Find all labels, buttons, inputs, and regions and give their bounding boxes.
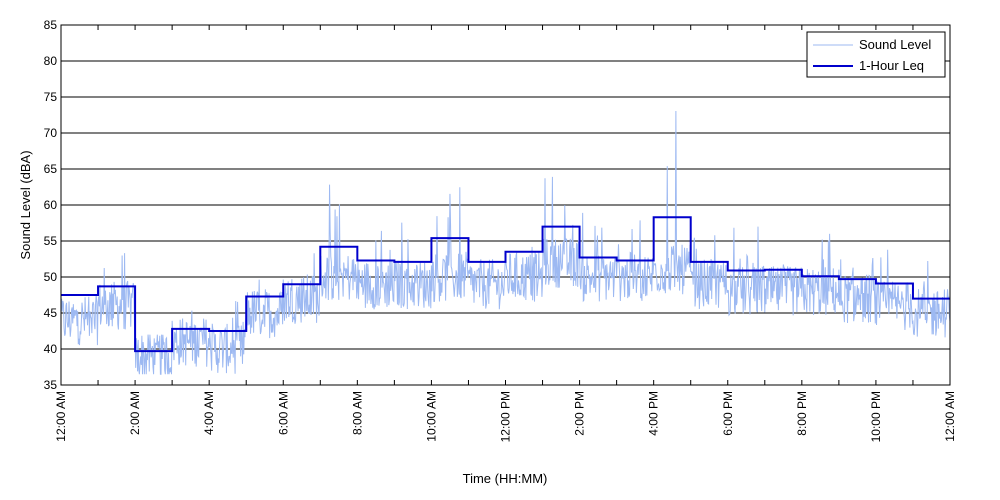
x-tick-label: 12:00 AM bbox=[943, 391, 957, 442]
plot-frame bbox=[60, 24, 951, 386]
y-axis-title: Sound Level (dBA) bbox=[18, 150, 33, 259]
x-tick-label: 6:00 AM bbox=[276, 391, 290, 435]
x-tick-label: 2:00 PM bbox=[573, 391, 587, 436]
leq-series-line bbox=[61, 216, 950, 353]
x-tick-label: 4:00 AM bbox=[202, 391, 216, 435]
x-tick-label: 10:00 AM bbox=[424, 391, 438, 442]
y-tick-label: 55 bbox=[44, 234, 58, 248]
y-tick-label: 45 bbox=[44, 306, 58, 320]
y-tick-label: 40 bbox=[44, 342, 58, 356]
x-tick-labels: 12:00 AM 2:00 AM 4:00 AM 6:00 AM 8:00 AM 10:0… bbox=[54, 391, 957, 442]
y-tick-labels: 35 40 45 50 55 60 65 70 75 80 85 bbox=[44, 18, 58, 392]
y-tick-label: 70 bbox=[44, 126, 58, 140]
x-tick-label: 12:00 AM bbox=[54, 391, 68, 442]
y-tick-label: 85 bbox=[44, 18, 58, 32]
x-tick-label: 8:00 AM bbox=[350, 391, 364, 435]
x-tick-label: 6:00 PM bbox=[721, 391, 735, 436]
x-tick-label: 12:00 PM bbox=[499, 391, 513, 442]
y-tick-label: 65 bbox=[44, 162, 58, 176]
y-tick-label: 75 bbox=[44, 90, 58, 104]
y-tick-label: 35 bbox=[44, 378, 58, 392]
x-axis-title: Time (HH:MM) bbox=[463, 471, 548, 486]
y-tick-label: 60 bbox=[44, 198, 58, 212]
y-tick-label: 80 bbox=[44, 54, 58, 68]
legend: Sound Level 1-Hour Leq bbox=[806, 31, 946, 78]
x-tick-label: 2:00 AM bbox=[128, 391, 142, 435]
legend-box bbox=[806, 31, 946, 78]
legend-label-leq: 1-Hour Leq bbox=[859, 58, 924, 73]
legend-label-sound-level: Sound Level bbox=[859, 37, 931, 52]
y-tick-label: 50 bbox=[44, 270, 58, 284]
x-tick-label: 8:00 PM bbox=[795, 391, 809, 436]
x-tick-label: 4:00 PM bbox=[647, 391, 661, 436]
x-tick-label: 10:00 PM bbox=[869, 391, 883, 442]
